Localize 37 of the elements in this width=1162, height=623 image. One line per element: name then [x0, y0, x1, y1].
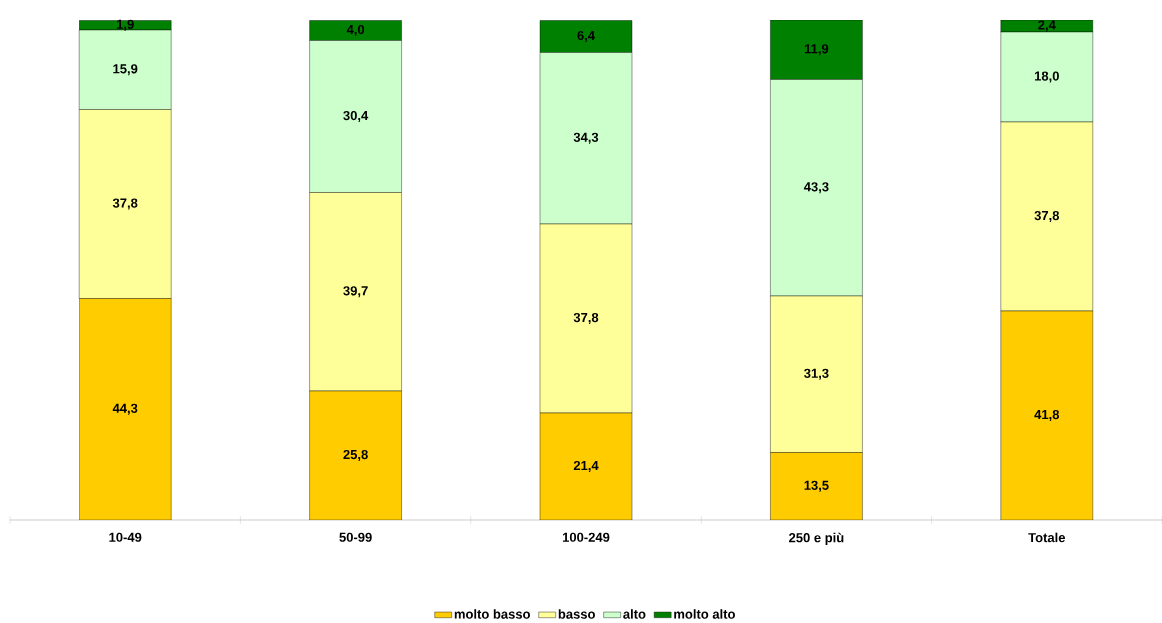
data-label: 37,8 — [112, 198, 138, 210]
data-label: 34,3 — [573, 132, 599, 144]
data-label: 25,8 — [343, 449, 368, 462]
data-label: 2,4 — [1038, 20, 1056, 32]
legend-label: basso — [558, 609, 595, 619]
data-label: 6,4 — [577, 30, 595, 43]
legend-label: molto alto — [674, 609, 735, 619]
x-tick-label: Totale — [1028, 532, 1066, 543]
data-label: 11,9 — [804, 44, 829, 56]
bar — [770, 452, 863, 520]
bar — [539, 412, 633, 520]
x-tick-label: 10-49 — [109, 532, 142, 542]
data-label: 15,9 — [113, 64, 138, 76]
bar — [539, 20, 633, 53]
x-tick-label: 250 e più — [789, 532, 844, 545]
data-label: 43,3 — [803, 182, 829, 194]
data-label: 39,7 — [343, 286, 368, 298]
bar — [770, 20, 863, 80]
x-tick-label: 100-249 — [562, 532, 610, 542]
legend-label: molto basso — [454, 609, 530, 619]
data-label: 37,8 — [1034, 210, 1060, 223]
x-tick-label: 50-99 — [339, 532, 372, 542]
data-label: 41,8 — [1034, 409, 1060, 422]
data-label: 13,5 — [804, 480, 829, 492]
data-label: 37,8 — [573, 312, 599, 325]
data-label: 21,4 — [573, 460, 599, 473]
data-label: 30,4 — [343, 110, 369, 123]
bar — [309, 20, 402, 41]
bar — [309, 390, 402, 520]
bar — [1000, 310, 1093, 520]
bar — [79, 298, 172, 520]
data-label: 44,3 — [112, 403, 138, 415]
legend-label: alto — [623, 609, 646, 619]
data-label: 1,9 — [116, 19, 134, 31]
data-label: 31,3 — [804, 368, 829, 380]
data-label: 18,0 — [1034, 71, 1059, 83]
data-label: 4,0 — [346, 24, 365, 37]
